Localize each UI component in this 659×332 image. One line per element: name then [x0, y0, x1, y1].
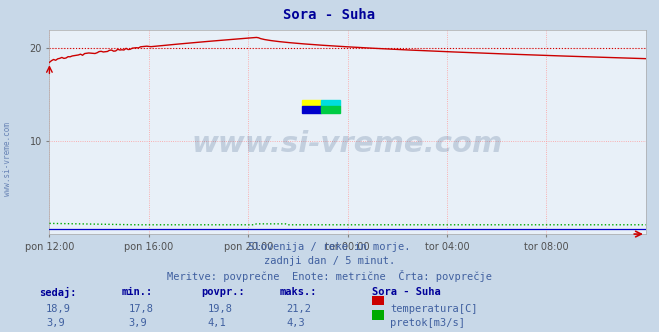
Text: 3,9: 3,9: [129, 318, 147, 328]
Text: Sora - Suha: Sora - Suha: [372, 287, 441, 297]
Text: 3,9: 3,9: [46, 318, 65, 328]
Text: 18,9: 18,9: [46, 304, 71, 314]
Text: 21,2: 21,2: [287, 304, 312, 314]
Text: maks.:: maks.:: [280, 287, 318, 297]
Bar: [321, 107, 340, 113]
Text: min.:: min.:: [122, 287, 153, 297]
Text: Meritve: povprečne  Enote: metrične  Črta: povprečje: Meritve: povprečne Enote: metrične Črta:…: [167, 270, 492, 282]
Text: temperatura[C]: temperatura[C]: [390, 304, 478, 314]
Text: povpr.:: povpr.:: [201, 287, 244, 297]
Bar: [302, 100, 321, 107]
Text: 4,3: 4,3: [287, 318, 305, 328]
Bar: [302, 107, 321, 113]
Text: pretok[m3/s]: pretok[m3/s]: [390, 318, 465, 328]
Text: 17,8: 17,8: [129, 304, 154, 314]
Text: www.si-vreme.com: www.si-vreme.com: [3, 123, 13, 196]
Text: Sora - Suha: Sora - Suha: [283, 8, 376, 22]
Text: www.si-vreme.com: www.si-vreme.com: [192, 130, 503, 158]
Bar: [321, 100, 340, 107]
Text: 19,8: 19,8: [208, 304, 233, 314]
Text: sedaj:: sedaj:: [40, 287, 77, 298]
Text: zadnji dan / 5 minut.: zadnji dan / 5 minut.: [264, 256, 395, 266]
Text: 4,1: 4,1: [208, 318, 226, 328]
Text: Slovenija / reke in morje.: Slovenija / reke in morje.: [248, 242, 411, 252]
